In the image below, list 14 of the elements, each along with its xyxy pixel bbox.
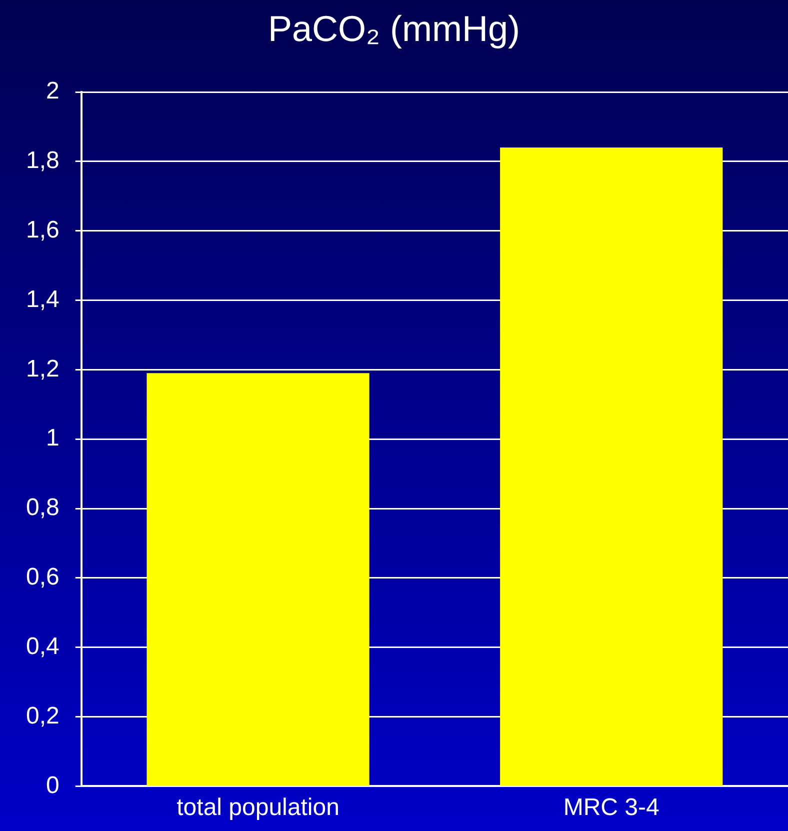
y-tick-label: 1,2 [26, 355, 60, 382]
y-tick-label: 1,8 [26, 147, 60, 174]
y-tick-label: 0,8 [26, 494, 60, 522]
y-tick-label: 0,4 [26, 632, 60, 660]
y-tick-label: 1 [46, 424, 60, 452]
x-tick-label: total population [176, 794, 340, 822]
y-tick-label: 0 [46, 772, 60, 799]
x-tick-label: MRC 3-4 [563, 794, 660, 822]
y-tick-label: 1,6 [26, 216, 60, 244]
y-tick-label: 0,6 [26, 564, 60, 591]
chart-title: PaCO₂ (mmHg) [267, 8, 521, 50]
y-tick-label: 1,4 [26, 286, 60, 313]
y-tick-label: 0,2 [26, 702, 60, 730]
y-tick-label: 2 [46, 78, 60, 105]
